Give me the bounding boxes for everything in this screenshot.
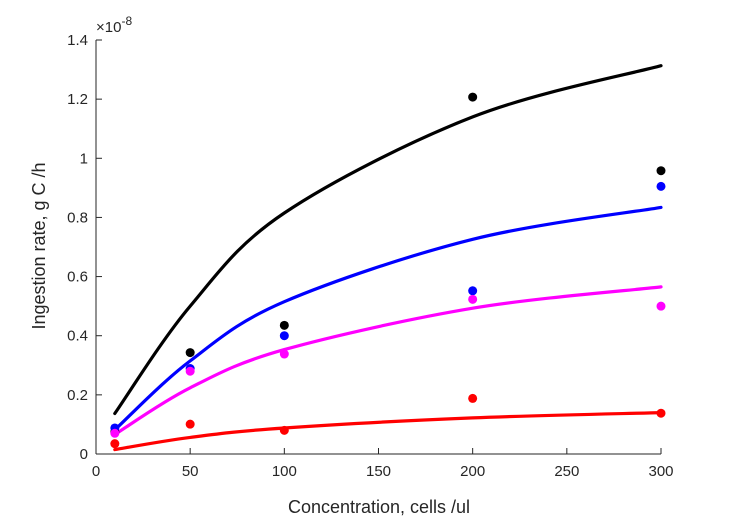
data-point-3 [468, 393, 478, 403]
x-tick-label: 250 [554, 463, 579, 480]
data-point-1 [656, 181, 666, 191]
data-point-2 [279, 349, 289, 359]
data-point-3 [279, 425, 289, 435]
y-tick-label: 1.2 [67, 91, 88, 108]
y-tick-label: 0.2 [67, 387, 88, 404]
y-exponent-label: ×10-8 [96, 14, 132, 36]
data-point-0 [185, 348, 195, 358]
x-tick-label: 0 [92, 463, 100, 480]
x-axis-label: Concentration, cells /ul [288, 497, 470, 517]
data-point-3 [110, 439, 120, 449]
fit-curve-3 [113, 411, 663, 452]
data-points [110, 92, 666, 449]
y-tick-label: 0.8 [67, 209, 88, 226]
x-tick-label: 100 [272, 463, 297, 480]
y-tick-label: 0.6 [67, 269, 88, 286]
y-axis-label: Ingestion rate, g C /h [29, 162, 49, 329]
data-point-2 [185, 366, 195, 376]
tick-labels: 0 50 100 150 200 250 300 0 0.2 0.4 0.6 0.8 1 1.2 1.4 [67, 32, 673, 480]
fit-curves [113, 64, 663, 452]
fit-curve-0 [113, 64, 663, 416]
x-tick-label: 150 [366, 463, 391, 480]
data-point-1 [279, 331, 289, 341]
data-point-2 [110, 428, 120, 438]
fit-curve-1 [113, 205, 663, 432]
data-point-0 [468, 92, 478, 102]
data-point-1 [468, 286, 478, 296]
data-point-3 [656, 408, 666, 418]
x-tick-label: 200 [460, 463, 485, 480]
data-point-2 [656, 301, 666, 311]
data-point-3 [185, 419, 195, 429]
data-point-0 [656, 166, 666, 176]
fit-curve-2 [113, 285, 663, 437]
data-point-0 [279, 320, 289, 330]
axes [95, 39, 662, 455]
data-point-2 [468, 294, 478, 304]
y-tick-label: 1.4 [67, 32, 88, 49]
x-tick-label: 300 [648, 463, 673, 480]
x-tick-label: 50 [182, 463, 199, 480]
y-tick-label: 0.4 [67, 328, 88, 345]
y-tick-label: 0 [80, 446, 88, 463]
y-tick-label: 1 [80, 150, 88, 167]
